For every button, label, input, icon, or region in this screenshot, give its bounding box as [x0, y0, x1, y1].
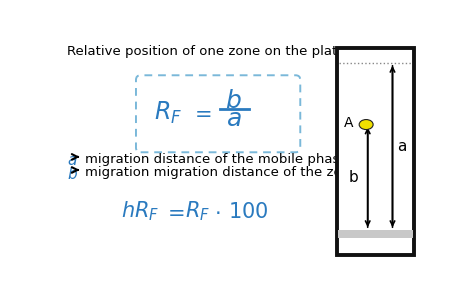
Bar — [338, 230, 413, 238]
Text: a: a — [397, 139, 407, 154]
Text: A: A — [344, 116, 354, 130]
Ellipse shape — [359, 119, 373, 130]
Text: $100$: $100$ — [228, 202, 269, 222]
Text: migration distance of the mobile phase: migration distance of the mobile phase — [85, 153, 347, 166]
Text: $=$: $=$ — [190, 103, 211, 123]
FancyBboxPatch shape — [136, 75, 300, 152]
Text: Relative position of one zone on the plate: Relative position of one zone on the pla… — [67, 45, 346, 58]
Text: $a$: $a$ — [67, 153, 77, 168]
Text: $\mathit{R}_\mathit{F}$: $\mathit{R}_\mathit{F}$ — [154, 100, 182, 126]
Bar — [337, 47, 414, 256]
Text: $b$: $b$ — [67, 166, 78, 182]
Text: $\cdot$: $\cdot$ — [214, 202, 220, 222]
Text: $\mathit{h}\mathit{R}_\mathit{F}$: $\mathit{h}\mathit{R}_\mathit{F}$ — [121, 200, 160, 224]
Text: $\mathit{R}_\mathit{F}$: $\mathit{R}_\mathit{F}$ — [185, 200, 210, 224]
Text: $=$: $=$ — [163, 202, 184, 222]
Text: $a$: $a$ — [226, 107, 241, 131]
Text: $b$: $b$ — [225, 89, 242, 113]
Text: b: b — [349, 170, 358, 185]
Text: migration migration distance of the zone: migration migration distance of the zone — [85, 166, 358, 179]
